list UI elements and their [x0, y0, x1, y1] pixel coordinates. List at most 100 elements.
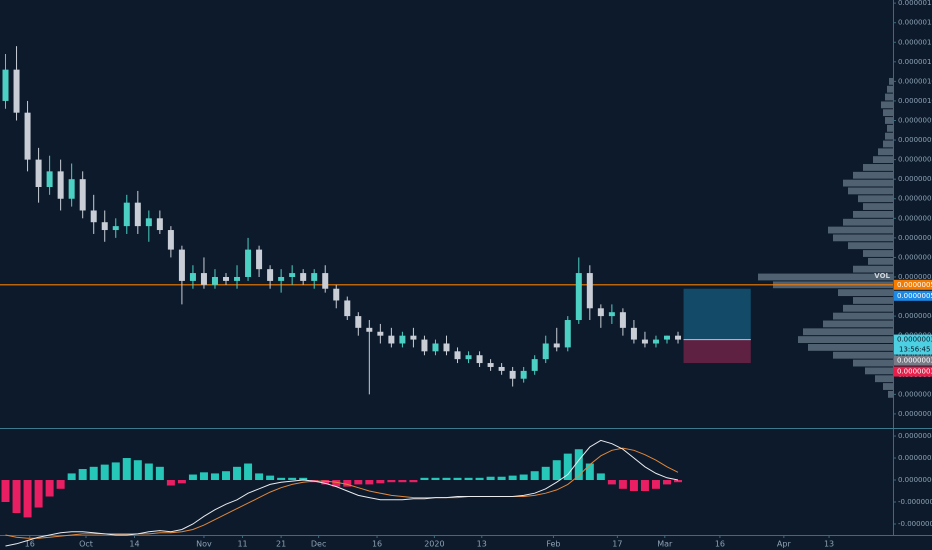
macd-histogram-bar — [332, 480, 341, 487]
volume-profile-bar — [848, 242, 893, 250]
volume-profile-bar — [833, 234, 893, 242]
candle-body — [101, 222, 108, 231]
y-tick-label: 0.00000080 — [898, 175, 932, 183]
macd-histogram-bar — [365, 480, 374, 485]
volume-profile-bar — [887, 85, 893, 93]
price-label-box — [894, 366, 932, 377]
volume-profile-bar — [883, 109, 893, 117]
volume-profile-bar — [858, 195, 893, 203]
volume-profile-bar — [833, 312, 893, 320]
y-tick-label: -0.0000004 — [898, 520, 932, 528]
y-tick-label: 0.00000035 — [898, 351, 932, 359]
candle-body — [366, 327, 373, 332]
candle-body — [410, 335, 417, 340]
macd-histogram-bar — [177, 480, 186, 484]
volume-profile-bar — [888, 390, 893, 398]
candle-body — [311, 273, 318, 281]
candle-body — [630, 327, 637, 340]
candle-body — [641, 339, 648, 344]
macd-histogram-bar — [464, 477, 473, 481]
candle-body — [520, 370, 527, 379]
candle-body — [112, 226, 119, 231]
candle-body — [322, 273, 329, 289]
y-tick-label: 0.00000075 — [898, 195, 932, 203]
x-tick-label: 11 — [237, 540, 247, 549]
y-tick-label: 0.00000110 — [898, 58, 932, 66]
volume-profile-bar — [848, 187, 893, 195]
candle-body — [234, 276, 241, 281]
candle-body — [223, 276, 230, 281]
candle-body — [178, 249, 185, 281]
volume-profile-bar — [865, 367, 893, 375]
x-tick-label: 17 — [612, 540, 622, 549]
candle-body — [498, 366, 505, 371]
candle-body — [608, 312, 615, 317]
y-tick-label: 0.00000055 — [898, 273, 932, 281]
x-tick-label: Oct — [79, 540, 93, 549]
y-tick-label: 0.00000045 — [898, 312, 932, 320]
volume-profile-bar — [803, 328, 893, 336]
candle-body — [443, 343, 450, 352]
candle-body — [13, 69, 20, 113]
candle-body — [156, 218, 163, 231]
candle-body — [377, 331, 384, 336]
price-label-box — [894, 290, 932, 301]
y-tick-label: 0.00000100 — [898, 97, 932, 105]
macd-histogram-bar — [210, 473, 219, 481]
volume-profile-bar — [808, 343, 893, 351]
macd-histogram-bar — [574, 449, 583, 481]
candle-body — [57, 171, 64, 199]
candle-body — [79, 179, 86, 211]
macd-histogram-bar — [354, 480, 363, 485]
macd-line — [5, 439, 679, 547]
macd-histogram-bar — [585, 463, 594, 481]
price-label-box — [894, 355, 932, 366]
macd-histogram-bar — [299, 477, 308, 481]
y-tick-label: 0.00000025 — [898, 390, 932, 398]
macd-histogram-bar — [45, 480, 54, 497]
volume-profile-bar — [878, 148, 893, 156]
volume-profile-bar — [863, 164, 893, 171]
y-tick-label: 0.0000002 — [898, 454, 932, 462]
candle-body — [90, 210, 97, 223]
macd-histogram-bar — [563, 453, 572, 481]
price-label: 0.00000033 — [897, 368, 932, 376]
y-tick-label: 0.00000120 — [898, 19, 932, 27]
position-target-zone — [683, 288, 751, 340]
candle-body — [652, 339, 659, 344]
macd-histogram-bar — [188, 474, 197, 481]
macd-histogram-bar — [651, 480, 660, 489]
volume-profile-bar — [823, 320, 893, 328]
volume-profile-label: VOL — [874, 272, 890, 280]
volume-profile-bar — [758, 273, 893, 281]
macd-histogram-bar — [133, 460, 142, 481]
volume-profile-bar — [843, 179, 893, 187]
macd-histogram-bar — [530, 471, 539, 481]
volume-profile-bar — [868, 257, 893, 265]
candle-body — [35, 159, 42, 188]
volume-profile-bar — [843, 304, 893, 312]
volume-profile-bar — [853, 210, 893, 218]
macd-histogram-bar — [166, 480, 175, 486]
macd-histogram-bar — [508, 475, 517, 481]
y-tick-label: 0.00000125 — [898, 0, 932, 7]
candle-body — [399, 335, 406, 344]
macd-histogram-bar — [12, 480, 21, 514]
macd-histogram-bar — [475, 477, 484, 481]
candle-body — [267, 269, 274, 281]
macd-histogram-bar — [222, 471, 231, 481]
volume-profile-bar — [833, 351, 893, 359]
volume-profile-bar — [883, 140, 893, 148]
candle-body — [432, 343, 439, 352]
macd-histogram-bar — [376, 480, 385, 484]
candle-body — [675, 335, 682, 340]
volume-profile-bar — [863, 250, 893, 257]
macd-histogram-bar — [409, 480, 418, 483]
macd-histogram-bar — [34, 480, 43, 508]
x-tick-label: Feb — [546, 540, 560, 549]
x-tick-label: Nov — [196, 540, 212, 549]
volume-profile-bar — [885, 93, 893, 101]
candle-body — [542, 343, 549, 360]
macd-histogram-bar — [387, 480, 396, 483]
